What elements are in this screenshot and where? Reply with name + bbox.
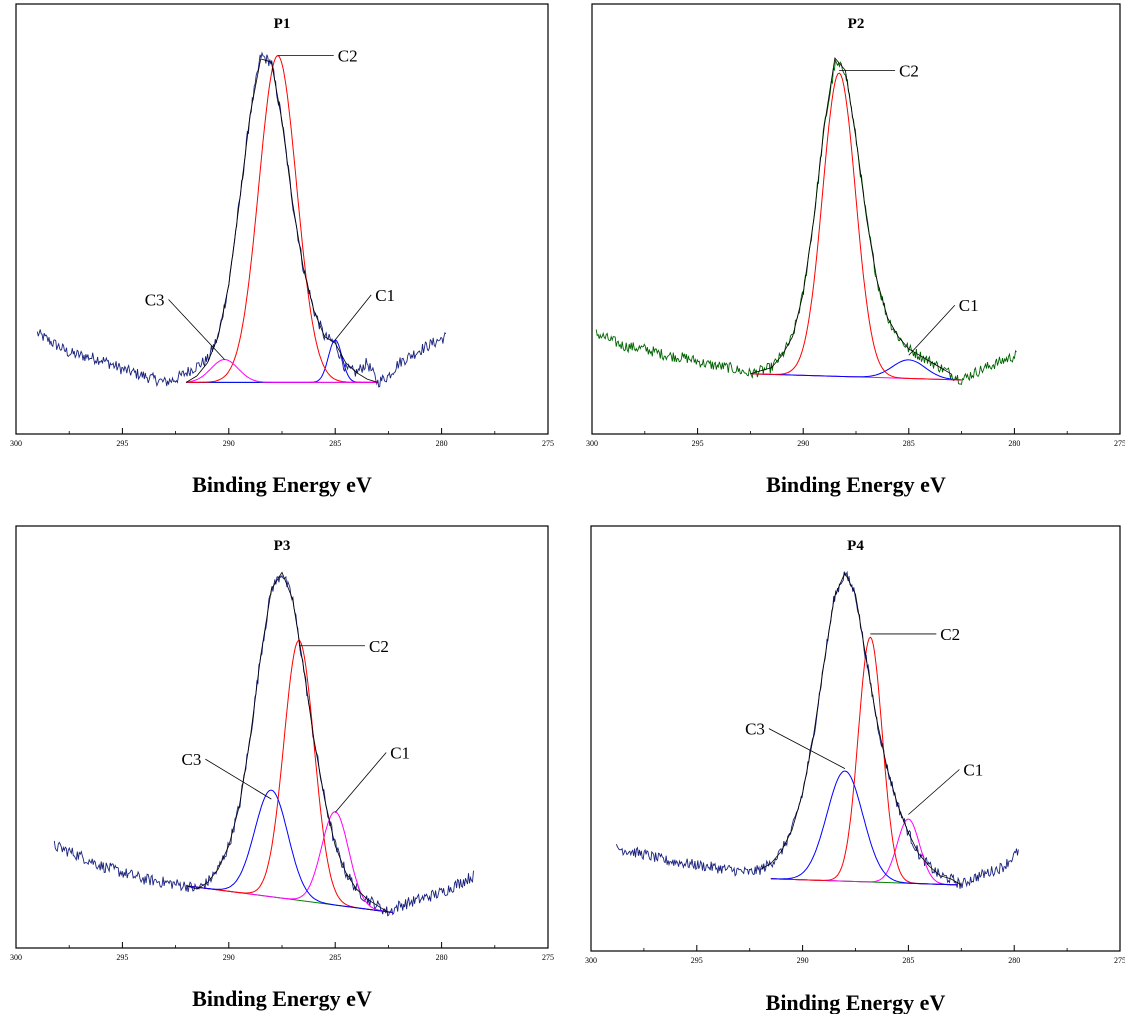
raw-spectrum-line (36, 51, 447, 388)
x-axis-label: Binding Energy eV (192, 986, 372, 1011)
annotation-c1: C1 (959, 296, 979, 315)
x-axis-label: Binding Energy eV (766, 472, 946, 497)
envelope-line (186, 571, 389, 913)
x-tick-label: 280 (436, 953, 448, 962)
annotation-leader (334, 294, 372, 341)
x-tick-label: 285 (329, 439, 341, 448)
x-tick-label: 275 (542, 953, 554, 962)
annotation-c2: C2 (338, 47, 358, 66)
annotation-c2: C2 (899, 61, 919, 80)
panel-title: P4 (847, 538, 864, 554)
raw-spectrum-line (53, 574, 474, 917)
panel-title: P2 (848, 16, 865, 32)
raw-spectrum-line (615, 570, 1019, 889)
annotation-c2: C2 (369, 637, 389, 656)
panel-p3: 300 295 290 285 280 275 P3 Binding Energy eV C2 C… (10, 525, 554, 1011)
x-tick-label: 285 (903, 439, 915, 448)
x-tick-label: 275 (1114, 439, 1125, 448)
x-tick-label: 300 (586, 439, 598, 448)
x-axis-label: Binding Energy eV (192, 472, 372, 497)
annotation-c3: C3 (745, 720, 765, 739)
panel-title: P1 (274, 16, 291, 32)
annotation-leader (908, 304, 956, 356)
annotation-c1: C1 (375, 286, 395, 305)
envelope-line (185, 58, 378, 383)
x-tick-label: 280 (1008, 956, 1020, 965)
raw-spectrum-line (595, 58, 1017, 386)
plot-frame (15, 3, 549, 435)
panel-title: P3 (274, 538, 291, 554)
annotation-leader (908, 769, 960, 815)
x-tick-label: 280 (436, 439, 448, 448)
x-tick-label: 300 (10, 439, 22, 448)
annotation-c1: C1 (963, 760, 983, 779)
x-tick-label: 275 (1114, 956, 1125, 965)
x-tick-label: 285 (902, 956, 914, 965)
panel-p1: 300 295 290 285 280 275 P1 Binding Energy eV C2 C… (10, 3, 554, 497)
annotation-c2: C2 (940, 625, 960, 644)
x-tick-label: 295 (116, 439, 128, 448)
annotation-c1: C1 (390, 743, 410, 762)
annotation-c3: C3 (182, 750, 202, 769)
panel-p2: 300 295 290 285 280 275 P2 Binding Energy eV C2 C… (586, 3, 1125, 497)
plot-frame (15, 525, 549, 949)
x-tick-label: 275 (542, 439, 554, 448)
x-tick-label: 290 (797, 956, 809, 965)
annotation-c3: C3 (145, 291, 165, 310)
annotation-leader (768, 728, 846, 769)
annotation-leader (205, 758, 272, 800)
x-tick-label: 295 (691, 956, 703, 965)
component-c3-line (186, 358, 378, 383)
x-tick-label: 290 (797, 439, 809, 448)
component-c3-line (770, 770, 958, 886)
x-tick-label: 295 (692, 439, 704, 448)
component-c2-line (770, 636, 958, 886)
component-c2-line (186, 639, 393, 913)
component-c2-line (750, 72, 962, 381)
envelope-line (760, 571, 962, 886)
x-tick-label: 285 (329, 953, 341, 962)
component-c1-line (186, 811, 393, 913)
x-tick-label: 280 (1008, 439, 1020, 448)
annotation-leader (168, 299, 225, 360)
component-c2-line (186, 55, 378, 383)
component-c1-line (186, 339, 378, 383)
plot-frame (590, 525, 1121, 952)
x-tick-label: 300 (10, 953, 22, 962)
envelope-line (750, 57, 952, 375)
annotation-leader (334, 752, 387, 813)
x-tick-label: 300 (585, 956, 597, 965)
x-tick-label: 290 (223, 439, 235, 448)
panel-p4: 300 295 290 285 280 275 P4 Binding Energy eV C2 C… (585, 525, 1125, 1014)
x-tick-label: 290 (223, 953, 235, 962)
x-axis-label: Binding Energy eV (766, 990, 946, 1014)
x-tick-label: 295 (116, 953, 128, 962)
plot-frame (591, 3, 1121, 435)
component-c1-line (750, 359, 962, 381)
component-c3-line (186, 789, 393, 913)
